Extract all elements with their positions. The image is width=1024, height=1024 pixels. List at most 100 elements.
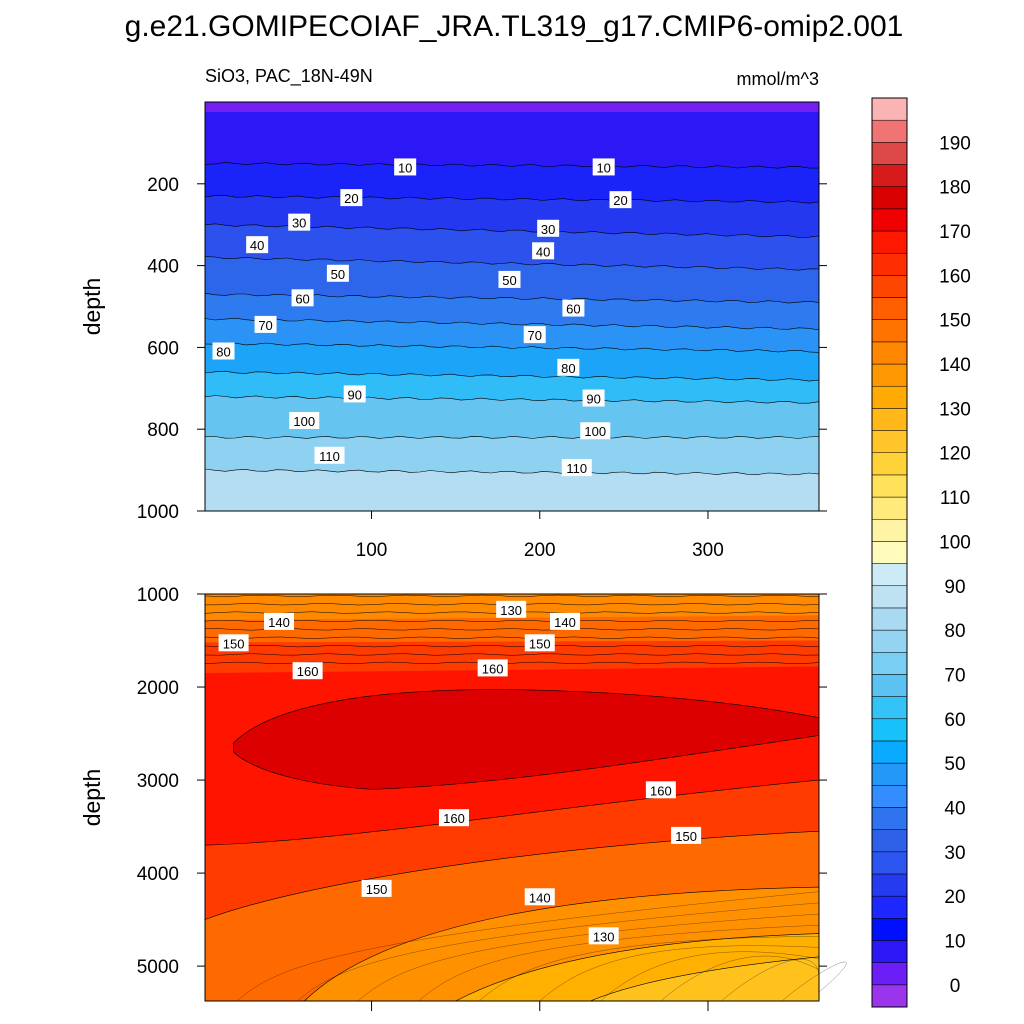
lower-ytick-label: 4000 bbox=[137, 864, 179, 885]
lower-contour-label: 130 bbox=[593, 929, 615, 944]
colorbar-label: 110 bbox=[940, 488, 970, 509]
colorbar-swatch bbox=[871, 208, 908, 232]
upper-contour-label-box bbox=[314, 446, 345, 464]
lower-contour-line-deep bbox=[539, 945, 820, 1002]
colorbar-label: 90 bbox=[944, 577, 965, 598]
colorbar-label: 170 bbox=[939, 222, 971, 243]
upper-contour-label: 20 bbox=[344, 191, 358, 206]
upper-ytick-label: 200 bbox=[147, 175, 179, 196]
lower-ytick-label: 2000 bbox=[137, 678, 179, 699]
colorbar-swatch bbox=[871, 873, 908, 897]
lower-contour-line bbox=[204, 619, 820, 623]
colorbar-frame bbox=[871, 97, 908, 1008]
colorbar-label: 100 bbox=[939, 532, 971, 553]
colorbar-swatch bbox=[871, 785, 908, 808]
colorbar-label: 40 bbox=[944, 798, 965, 819]
colorbar-swatch bbox=[871, 629, 908, 653]
colorbar-swatch bbox=[871, 164, 908, 187]
upper-contour-line bbox=[204, 195, 820, 204]
colorbar-swatch bbox=[871, 807, 908, 830]
colorbar-swatch bbox=[871, 496, 908, 520]
colorbar-label: 150 bbox=[939, 311, 971, 332]
upper-contour-label: 80 bbox=[216, 344, 230, 359]
upper-contour-line bbox=[204, 317, 820, 331]
upper-ytick-label: 800 bbox=[147, 420, 179, 441]
colorbar-swatch bbox=[871, 762, 908, 786]
colorbar-swatch bbox=[871, 363, 908, 387]
upper-contour-label-box bbox=[289, 412, 320, 430]
lower-contour-line bbox=[204, 645, 820, 648]
colorbar-swatch bbox=[871, 186, 908, 210]
colorbar-swatch bbox=[871, 252, 908, 276]
upper-contour-label: 60 bbox=[566, 302, 580, 317]
lower-contour-line-deep bbox=[297, 902, 820, 1002]
lower-contour-label-box bbox=[496, 600, 527, 618]
colorbar-swatch bbox=[871, 652, 908, 675]
lower-contour-label-box bbox=[361, 879, 392, 897]
lower-contour-line-deep bbox=[781, 961, 847, 1002]
colorbar-swatch bbox=[871, 984, 908, 1008]
colorbar-swatch bbox=[871, 119, 908, 143]
colorbar-swatch bbox=[871, 962, 908, 986]
lower-contour-label-box bbox=[671, 826, 702, 844]
colorbar-swatch bbox=[871, 97, 908, 121]
upper-contour-line bbox=[204, 468, 820, 476]
upper-xtick-label: 200 bbox=[524, 540, 556, 561]
upper-contour-label-box bbox=[288, 213, 311, 231]
upper-contour-label: 110 bbox=[566, 461, 587, 476]
upper-contour-label: 30 bbox=[541, 222, 555, 237]
colorbar-swatch bbox=[871, 518, 908, 542]
lower-contour-label: 150 bbox=[675, 829, 697, 844]
lower-contour-label-box bbox=[524, 888, 555, 906]
colorbar-swatch bbox=[871, 385, 908, 409]
upper-ytick-label: 1000 bbox=[137, 502, 179, 523]
lower-contour-line bbox=[204, 636, 820, 639]
lower-ytick-label: 1000 bbox=[137, 585, 179, 606]
lower-contour-line-deep bbox=[357, 913, 820, 1002]
upper-contour-band bbox=[205, 469, 819, 511]
lower-contour-label-box bbox=[588, 927, 619, 945]
upper-contour-label: 50 bbox=[502, 273, 516, 288]
lower-contour-line bbox=[204, 653, 820, 656]
upper-contour-label-box bbox=[246, 236, 269, 254]
upper-contour-label-box bbox=[254, 315, 277, 333]
lower-contour-label-box bbox=[645, 781, 676, 799]
upper-surface-band bbox=[205, 102, 819, 112]
lower-contour-label: 160 bbox=[443, 811, 465, 826]
lower-contour-label: 160 bbox=[297, 664, 319, 679]
lower-contour-label: 140 bbox=[268, 615, 290, 630]
lower-contour-line bbox=[205, 628, 820, 631]
lower-contour-label-box bbox=[218, 634, 249, 652]
upper-contour-label-box bbox=[537, 219, 560, 237]
lower-contour-label: 150 bbox=[366, 882, 388, 897]
lower-contour-label: 150 bbox=[529, 636, 551, 651]
upper-contour-label: 100 bbox=[293, 414, 315, 429]
upper-contour-label: 60 bbox=[295, 291, 309, 306]
lower-axes-frame bbox=[204, 593, 820, 1002]
colorbar-swatch bbox=[871, 918, 908, 941]
lower-contour-label-box bbox=[438, 809, 469, 827]
colorbar-swatch bbox=[871, 563, 908, 587]
colorbar-swatch bbox=[871, 408, 908, 431]
upper-contour-label-box bbox=[291, 289, 314, 307]
colorbar-swatch bbox=[871, 585, 908, 609]
upper-contour-label-box bbox=[532, 242, 555, 260]
upper-contour-label: 100 bbox=[584, 424, 606, 439]
colorbar-label: 160 bbox=[939, 266, 971, 287]
lower-ylabel: depth bbox=[79, 769, 105, 827]
upper-contour-label-box bbox=[498, 270, 521, 288]
upper-contour-label: 10 bbox=[398, 160, 412, 175]
colorbar-swatch bbox=[871, 452, 908, 476]
upper-contour-label: 90 bbox=[347, 387, 361, 402]
upper-contour-line bbox=[204, 435, 820, 439]
upper-contour-label: 40 bbox=[536, 244, 550, 259]
colorbar-swatch bbox=[871, 430, 908, 453]
upper-contour-label-box bbox=[557, 358, 580, 376]
panel-units: mmol/m^3 bbox=[737, 69, 819, 89]
colorbar-swatch bbox=[871, 297, 908, 320]
upper-contour-label: 70 bbox=[527, 328, 541, 343]
colorbar-swatch bbox=[871, 541, 908, 564]
upper-contour-label-box bbox=[561, 459, 592, 477]
lower-contour-label: 140 bbox=[554, 615, 576, 630]
